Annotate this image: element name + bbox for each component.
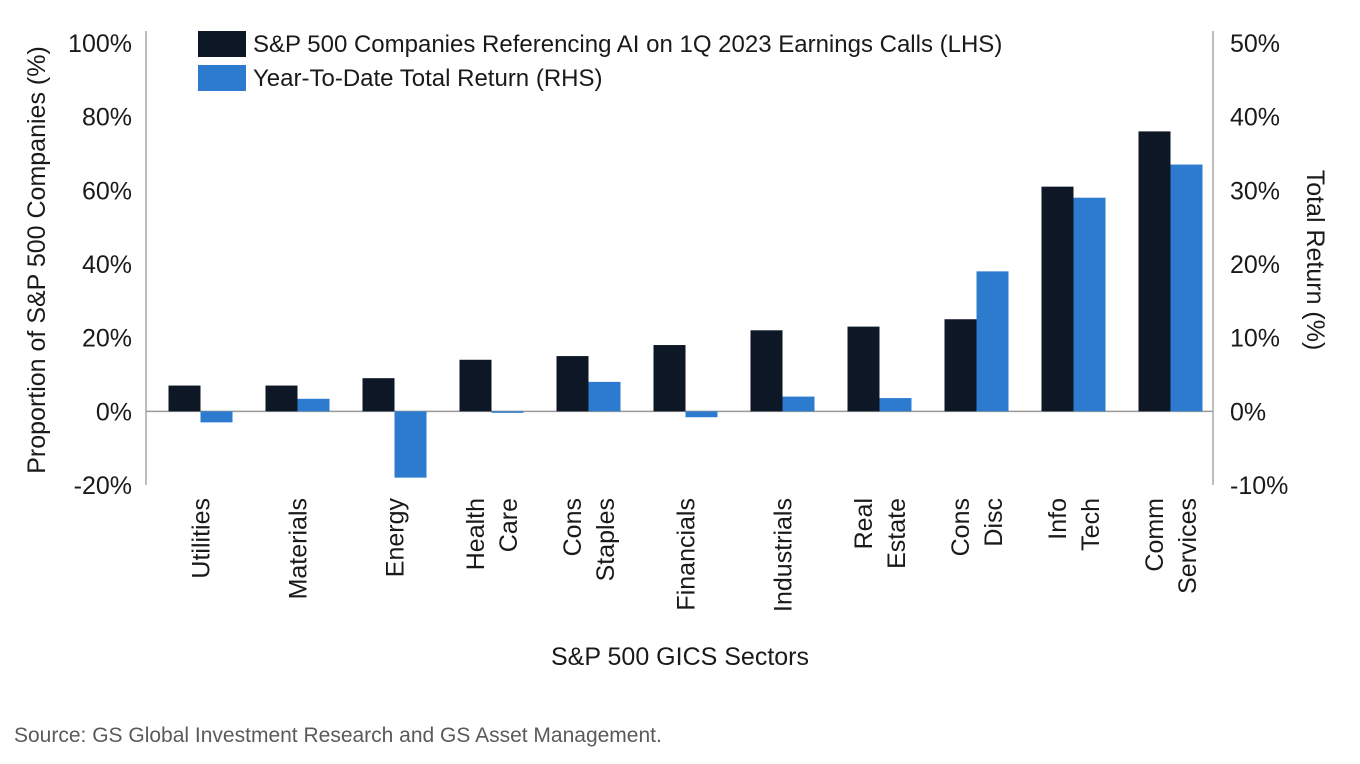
y-tick-left-label: 60%	[82, 177, 132, 205]
category-label: Info Tech	[1044, 498, 1105, 551]
category-labels: Utilities Materials Energy Health Care Cons St…	[188, 498, 1203, 612]
x-axis-title: S&P 500 GICS Sectors	[551, 643, 809, 671]
category-label-line: Services	[1174, 498, 1202, 594]
category-label: Energy	[382, 498, 410, 578]
category-label-line: Staples	[592, 498, 620, 581]
bar-ytd-return	[588, 381, 621, 412]
category-label-line: Utilities	[188, 498, 216, 579]
y-tick-right-label: 0%	[1230, 398, 1266, 426]
bar-ai-reference	[1138, 131, 1171, 412]
bar-ai-reference	[362, 378, 395, 412]
bar-ytd-return	[394, 411, 427, 478]
bar-ytd-return	[1073, 197, 1106, 412]
legend: S&P 500 Companies Referencing AI on 1Q 2…	[198, 31, 1002, 92]
bar-ytd-return	[782, 396, 815, 412]
bar-ytd-return	[200, 411, 233, 423]
category-label-line: Estate	[883, 498, 911, 569]
category-label-line: Tech	[1077, 498, 1105, 551]
category-label: Cons Staples	[559, 498, 620, 581]
category-label-line: Cons	[559, 498, 587, 556]
category-label: Utilities	[188, 498, 216, 579]
bar-ai-reference	[556, 356, 589, 412]
bar-ytd-return	[297, 398, 330, 412]
legend-label: Year-To-Date Total Return (RHS)	[253, 65, 602, 92]
y-tick-left-label: 80%	[82, 104, 132, 132]
category-label-line: Health	[462, 498, 490, 570]
category-label-line: Disc	[980, 498, 1008, 547]
category-label-line: Cons	[947, 498, 975, 556]
category-label-line: Energy	[382, 498, 410, 578]
category-label-line: Financials	[673, 498, 701, 611]
category-label: Comm Services	[1141, 498, 1202, 594]
category-label: Health Care	[462, 498, 523, 570]
y-tick-left-label: 0%	[96, 398, 132, 426]
y-tick-right-label: 50%	[1230, 30, 1280, 58]
bar-ytd-return	[491, 411, 524, 413]
bar-ytd-return	[976, 271, 1009, 412]
category-label: Industrials	[770, 498, 798, 612]
bar-ai-reference	[847, 326, 880, 412]
y-tick-left-label: 100%	[68, 30, 132, 58]
source-note: Source: GS Global Investment Research an…	[14, 724, 662, 747]
legend-label: S&P 500 Companies Referencing AI on 1Q 2…	[253, 31, 1002, 58]
y-tick-right-label: 10%	[1230, 325, 1280, 353]
legend-swatch	[198, 31, 246, 57]
bar-ai-reference	[1041, 186, 1074, 412]
y-tick-left-label: 40%	[82, 251, 132, 279]
category-label: Cons Disc	[947, 498, 1008, 556]
bar-ai-reference	[265, 385, 298, 412]
bar-ytd-return	[1170, 164, 1203, 412]
y-axis-right-title: Total Return (%)	[1301, 170, 1329, 351]
category-label-line: Info	[1044, 498, 1072, 540]
y-tick-right-label: 20%	[1230, 251, 1280, 279]
category-label-line: Comm	[1141, 498, 1169, 572]
category-label-line: Materials	[285, 498, 313, 599]
y-axis-left-title: Proportion of S&P 500 Companies (%)	[23, 46, 51, 474]
y-tick-left-label: -20%	[74, 472, 132, 500]
bar-ai-reference	[168, 385, 201, 412]
y-tick-right-label: 30%	[1230, 177, 1280, 205]
bar-ai-reference	[653, 345, 686, 412]
bar-ytd-return	[879, 398, 912, 412]
chart: -20% 0% 20% 40% 60% 80% 100% -10% 0% 10% 20% 30% 40%…	[23, 30, 1329, 671]
bar-ai-reference	[750, 330, 783, 412]
category-label-line: Real	[850, 498, 878, 549]
category-label-line: Industrials	[770, 498, 798, 612]
y-tick-left-label: 20%	[82, 325, 132, 353]
legend-swatch	[198, 65, 246, 91]
category-label: Real Estate	[850, 498, 911, 569]
y-tick-right-label: 40%	[1230, 104, 1280, 132]
bar-ai-reference	[459, 359, 492, 412]
category-label-line: Care	[495, 498, 523, 552]
bars	[168, 131, 1203, 478]
category-label: Materials	[285, 498, 313, 599]
y-tick-right-label: -10%	[1230, 472, 1288, 500]
bar-ai-reference	[944, 319, 977, 412]
bar-ytd-return	[685, 411, 718, 418]
tick-labels: -20% 0% 20% 40% 60% 80% 100% -10% 0% 10% 20% 30% 40%…	[68, 30, 1288, 500]
category-label: Financials	[673, 498, 701, 611]
